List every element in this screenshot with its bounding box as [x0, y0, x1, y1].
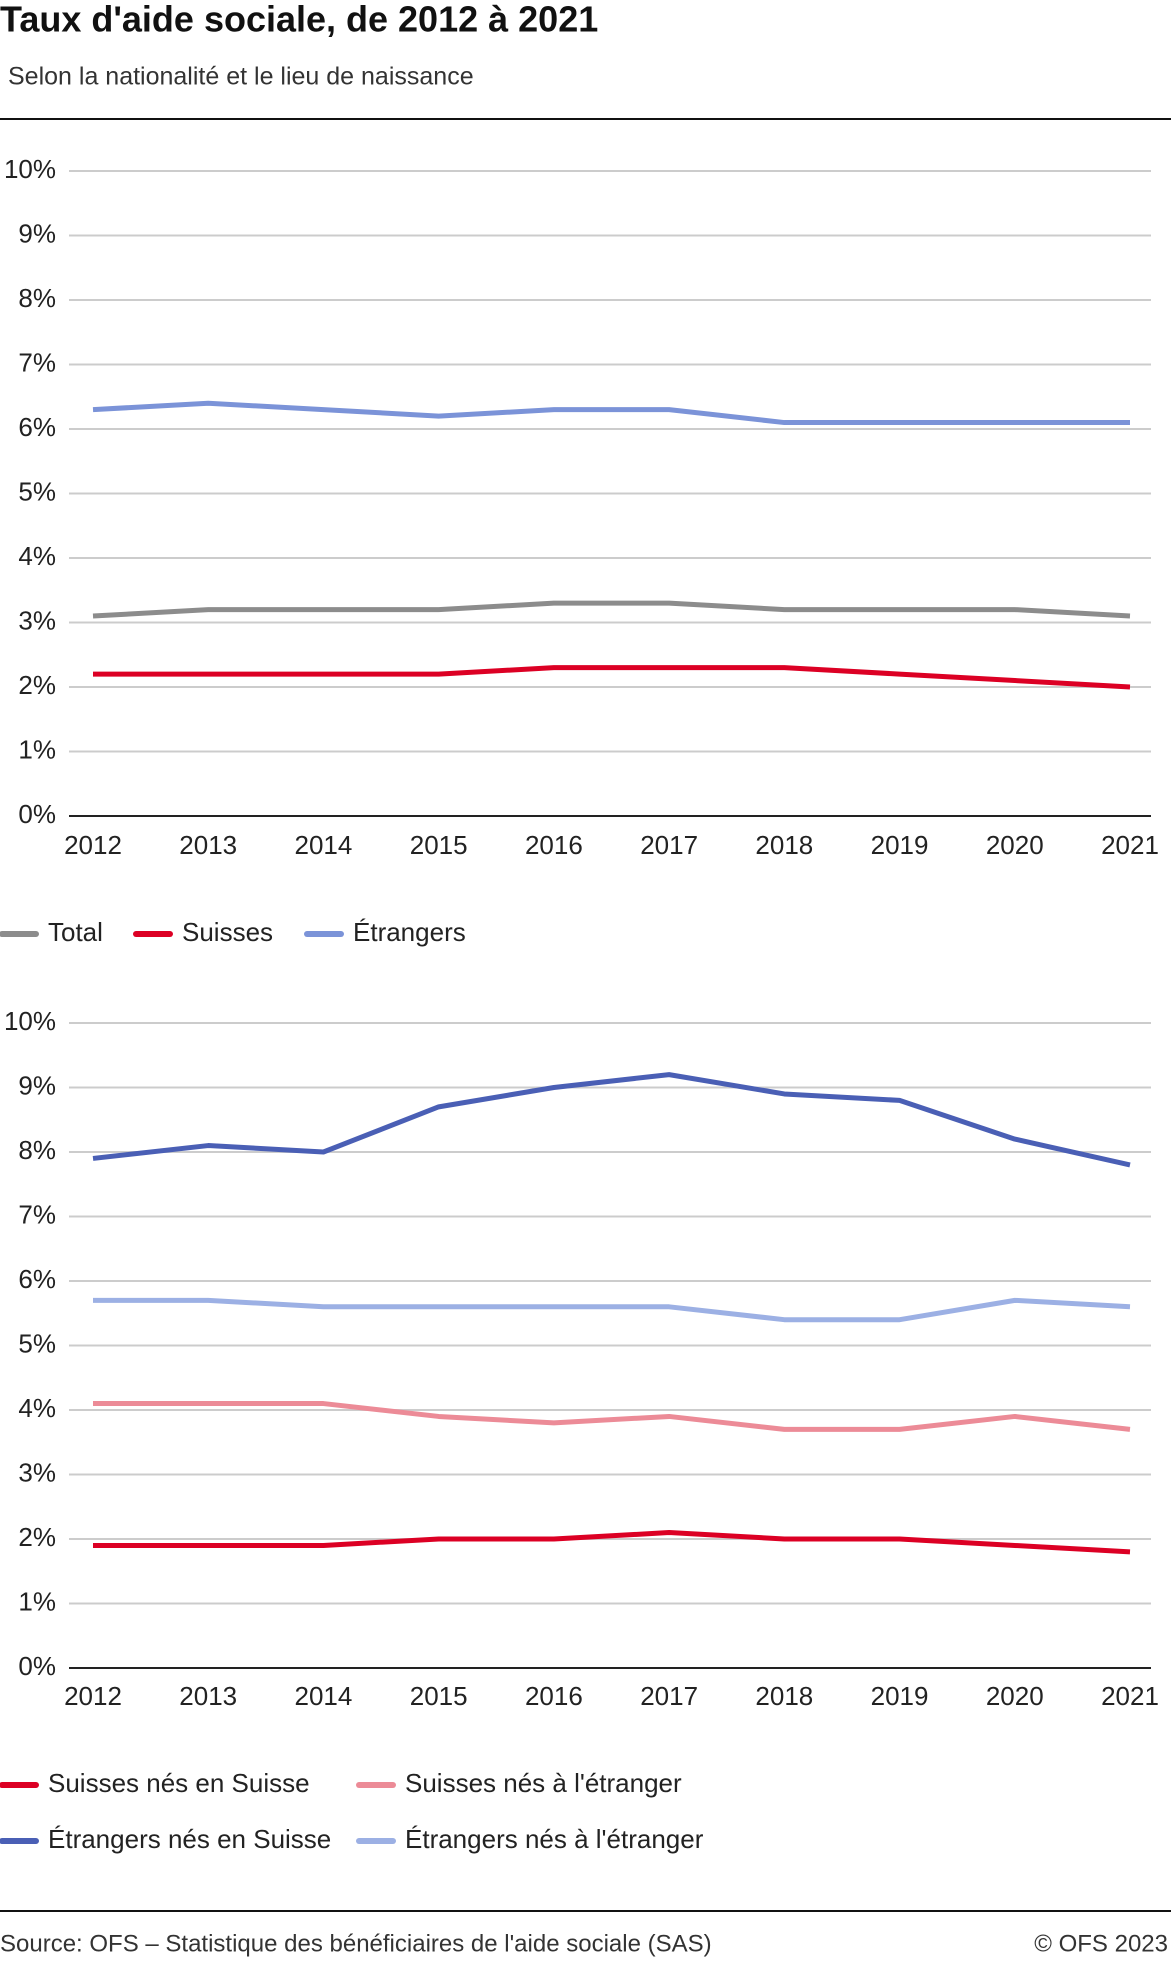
y-tick-label: 0%: [18, 799, 56, 829]
y-tick-label: 4%: [18, 541, 56, 571]
y-tick-label: 1%: [18, 1586, 56, 1616]
legend-label: Suisses nés à l'étranger: [405, 1768, 682, 1798]
legend-label: Étrangers nés en Suisse: [48, 1824, 331, 1854]
title: Taux d'aide sociale, de 2012 à 2021: [0, 0, 598, 40]
subtitle: Selon la nationalité et le lieu de naiss…: [8, 63, 474, 91]
y-tick-label: 8%: [18, 1135, 56, 1165]
y-tick-label: 0%: [18, 1651, 56, 1681]
y-tick-label: 8%: [18, 283, 56, 313]
series-line: [93, 1530, 1131, 1555]
series-line: [92, 600, 1131, 619]
y-tick-label: 4%: [18, 1393, 56, 1423]
x-tick-label: 2014: [295, 830, 353, 860]
y-tick-label: 5%: [18, 476, 56, 506]
y-tick-label: 3%: [18, 605, 56, 635]
y-tick-label: 9%: [18, 1070, 56, 1100]
x-tick-label: 2016: [525, 830, 583, 860]
x-tick-label: 2015: [410, 830, 468, 860]
y-tick-label: 3%: [18, 1457, 56, 1487]
y-tick-label: 2%: [18, 1522, 56, 1552]
series-line: [93, 1401, 1131, 1432]
x-tick-label: 2012: [64, 1681, 122, 1711]
series-line: [93, 1297, 1131, 1323]
x-tick-label: 2013: [179, 830, 237, 860]
y-tick-label: 5%: [18, 1328, 56, 1358]
x-tick-label: 2016: [525, 1681, 583, 1711]
legend-label: Suisses nés en Suisse: [48, 1768, 310, 1798]
y-tick-label: 1%: [18, 734, 56, 764]
legend-label: Suisses: [182, 917, 273, 947]
x-tick-label: 2017: [640, 830, 698, 860]
copyright: © OFS 2023: [1034, 1930, 1168, 1957]
x-tick-label: 2019: [871, 1681, 929, 1711]
x-tick-label: 2017: [640, 1681, 698, 1711]
legend-label: Étrangers: [353, 917, 466, 947]
x-tick-label: 2014: [295, 1681, 353, 1711]
series-line: [92, 1072, 1131, 1168]
y-tick-label: 10%: [4, 154, 56, 184]
y-tick-label: 10%: [4, 1006, 56, 1036]
x-tick-label: 2020: [986, 830, 1044, 860]
series-line: [92, 400, 1130, 426]
y-tick-label: 2%: [18, 670, 56, 700]
y-tick-label: 7%: [18, 1199, 56, 1229]
x-tick-label: 2018: [755, 1681, 813, 1711]
x-tick-label: 2013: [179, 1681, 237, 1711]
source: Source: OFS – Statistique des bénéficiai…: [0, 1930, 712, 1957]
x-tick-label: 2018: [755, 830, 813, 860]
y-tick-label: 6%: [18, 1264, 56, 1294]
legend-label: Étrangers nés à l'étranger: [405, 1824, 704, 1854]
x-tick-label: 2015: [410, 1681, 468, 1711]
series-line: [93, 665, 1131, 690]
x-tick-label: 2021: [1101, 1681, 1159, 1711]
y-tick-label: 7%: [18, 347, 56, 377]
y-tick-label: 9%: [18, 218, 56, 248]
x-tick-label: 2021: [1101, 830, 1159, 860]
x-tick-label: 2019: [871, 830, 929, 860]
y-tick-label: 6%: [18, 412, 56, 442]
legend-label: Total: [48, 917, 103, 947]
x-tick-label: 2012: [64, 830, 122, 860]
x-tick-label: 2020: [986, 1681, 1044, 1711]
